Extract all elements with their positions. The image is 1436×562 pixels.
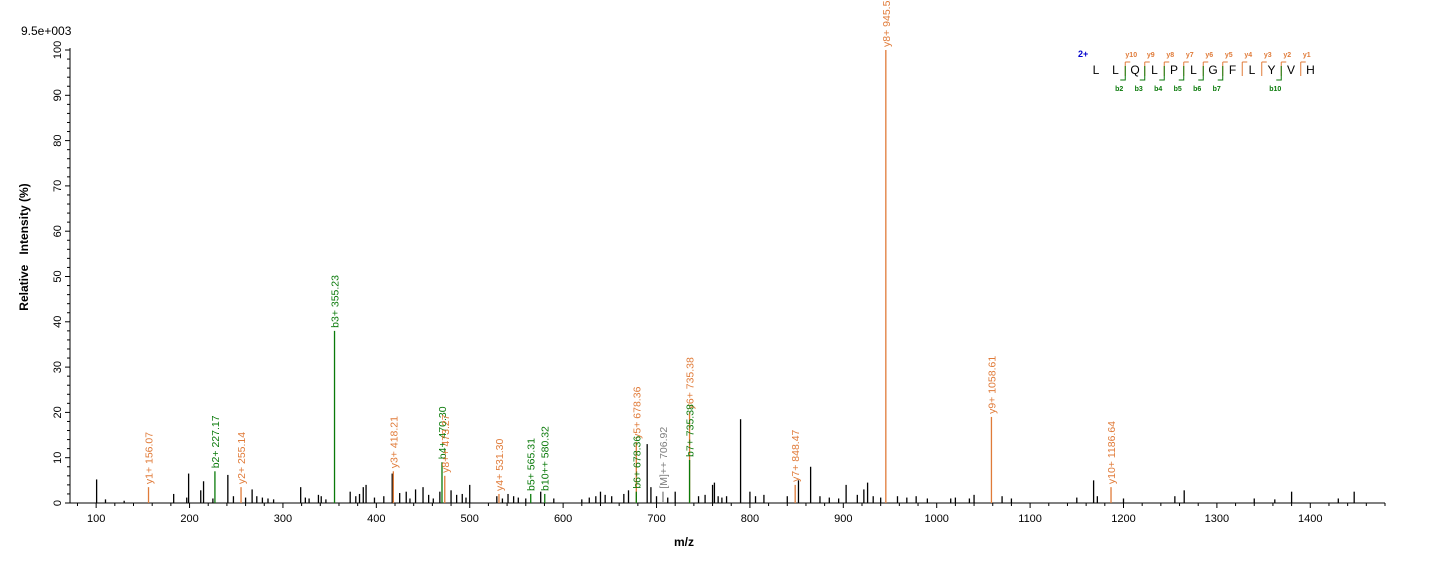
axes: 100 200 300 400 500 600 700 800 900 1000 1100 1200 1… <box>52 41 1386 525</box>
y_ion-label: y1+ 156.07 <box>144 432 156 484</box>
y_ion-label: y8+ 945.52 <box>881 0 893 47</box>
x-tick-label: 1300 <box>1205 513 1229 525</box>
b-ion-marker: b2 <box>1115 86 1123 93</box>
y-ion-marker: y8 <box>1166 52 1174 59</box>
y-ion-marker: y2 <box>1283 52 1291 59</box>
sequence-residue: L <box>1093 63 1100 77</box>
x-tick-label: 200 <box>180 513 198 525</box>
y-ion-bracket <box>1163 61 1170 76</box>
y-tick-label: 10 <box>52 452 64 464</box>
y-tick-label: 70 <box>52 180 64 192</box>
x-tick-label: 100 <box>87 513 105 525</box>
x-axis-title: m/z <box>674 535 694 549</box>
sequence-residue: L <box>1151 63 1158 77</box>
sequence-residue: Q <box>1130 63 1139 77</box>
b-ion-marker: b3 <box>1135 86 1143 93</box>
y-ion-bracket <box>1241 61 1248 76</box>
y_ion-label: y8++ 473.27 <box>440 414 452 473</box>
y_ion-label: y5+ 678.36 <box>631 386 643 438</box>
b-ion-marker: b6 <box>1193 86 1201 93</box>
precursor-label: [M]++ 706.92 <box>658 427 670 489</box>
x-tick-label: 800 <box>741 513 759 525</box>
y_ion-label: y6+ 735.38 <box>685 357 697 409</box>
y-tick-label: 100 <box>52 41 64 59</box>
x-tick-label: 500 <box>461 513 479 525</box>
y-ion-bracket <box>1280 61 1287 76</box>
y-tick-label: 20 <box>52 406 64 418</box>
y-tick-label: 0 <box>52 500 64 506</box>
x-tick-label: 1000 <box>924 513 948 525</box>
y_ion-label: y4+ 531.30 <box>494 439 506 491</box>
x-tick-label: 400 <box>367 513 385 525</box>
y_ion-label: y10+ 1186.64 <box>1106 421 1118 484</box>
y_ion-label: y3+ 418.21 <box>388 416 400 468</box>
y-ion-marker: y5 <box>1225 52 1233 59</box>
b_ion-label: b4+ 470.30 <box>437 406 449 459</box>
x-tick-label: 700 <box>647 513 665 525</box>
x-tick-label: 900 <box>834 513 852 525</box>
y-axis-title: Relative Intensity (%) <box>17 183 31 310</box>
y-tick-label: 40 <box>52 316 64 328</box>
b-ion-bracket <box>1276 66 1282 81</box>
b-ion-bracket <box>1178 66 1185 81</box>
b_ion-label: b7+ 735.38 <box>685 404 697 457</box>
y-ion-marker: y7 <box>1186 52 1194 59</box>
y-ion-bracket <box>1183 61 1189 76</box>
sequence-residue: L <box>1112 63 1119 77</box>
sequence-residue: V <box>1287 63 1295 77</box>
sequence-residue: P <box>1170 63 1178 77</box>
b-ion-marker: b5 <box>1174 86 1182 93</box>
y-tick-label: 50 <box>52 270 64 282</box>
y-ion-bracket <box>1300 61 1306 76</box>
b-ion-marker: b7 <box>1213 86 1221 93</box>
b-ion-marker: b10 <box>1269 86 1281 93</box>
sequence-residue: Y <box>1267 63 1275 77</box>
charge-state-label: 2+ <box>1078 49 1088 59</box>
y-ion-marker: y6 <box>1205 52 1213 59</box>
peaks <box>95 50 1355 503</box>
y-ion-marker: y4 <box>1244 52 1252 59</box>
peak-labels: y1+ 156.07 b2+ 227.17 y2+ 255.14 b3+ 355.23… <box>144 0 1118 491</box>
sequence-residue: L <box>1190 63 1197 77</box>
b_ion-label: b2+ 227.17 <box>210 415 222 468</box>
y-ion-marker: y10 <box>1125 52 1137 59</box>
y-ion-bracket <box>1261 61 1267 76</box>
y-tick-label: 30 <box>52 361 64 373</box>
b_ion-label: b10++ 580.32 <box>540 426 552 491</box>
x-tick-label: 1200 <box>1111 513 1135 525</box>
sequence-residue: L <box>1249 63 1256 77</box>
sequence-residue: H <box>1306 63 1315 77</box>
x-tick-label: 1100 <box>1018 513 1042 525</box>
x-tick-label: 300 <box>274 513 292 525</box>
y-ion-marker: y1 <box>1303 52 1311 59</box>
intensity-scale-label: 9.5e+003 <box>21 24 72 38</box>
y-tick-label: 80 <box>52 134 64 146</box>
x-tick-label: 600 <box>554 513 572 525</box>
y_ion-label: y7+ 848.47 <box>790 429 802 481</box>
b_ion-label: b3+ 355.23 <box>330 275 342 328</box>
b-ion-bracket <box>1120 66 1126 81</box>
y_ion-label: y9+ 1058.61 <box>986 356 998 414</box>
b-ion-bracket <box>1159 66 1165 81</box>
b-ion-marker: b4 <box>1154 86 1162 93</box>
y-ion-marker: y3 <box>1264 52 1272 59</box>
y-ion-bracket <box>1144 61 1150 76</box>
y-tick-label: 90 <box>52 89 64 101</box>
b_ion-label: b5+ 565.31 <box>526 438 538 491</box>
b-ion-bracket <box>1198 66 1204 81</box>
x-tick-label: 1400 <box>1298 513 1322 525</box>
sequence-residue: G <box>1208 63 1217 77</box>
b-ion-bracket <box>1139 66 1146 81</box>
sequence-residue: F <box>1229 63 1236 77</box>
b_ion-label: b6+ 678.36 <box>631 436 643 489</box>
y-ion-marker: y9 <box>1147 52 1155 59</box>
b-ion-bracket <box>1217 66 1224 81</box>
y_ion-label: y2+ 255.14 <box>236 432 248 484</box>
y-ion-bracket <box>1222 61 1228 76</box>
y-tick-label: 60 <box>52 225 64 237</box>
